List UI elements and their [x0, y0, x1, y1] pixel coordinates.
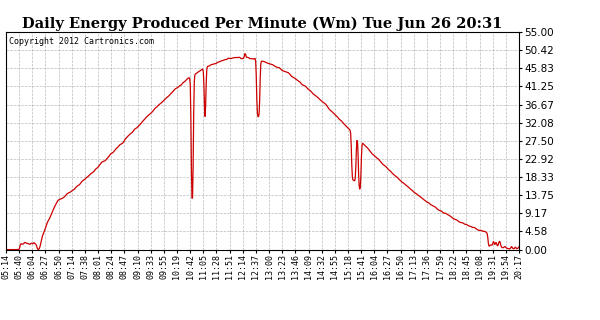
Text: Copyright 2012 Cartronics.com: Copyright 2012 Cartronics.com [8, 37, 154, 46]
Title: Daily Energy Produced Per Minute (Wm) Tue Jun 26 20:31: Daily Energy Produced Per Minute (Wm) Tu… [22, 16, 503, 31]
